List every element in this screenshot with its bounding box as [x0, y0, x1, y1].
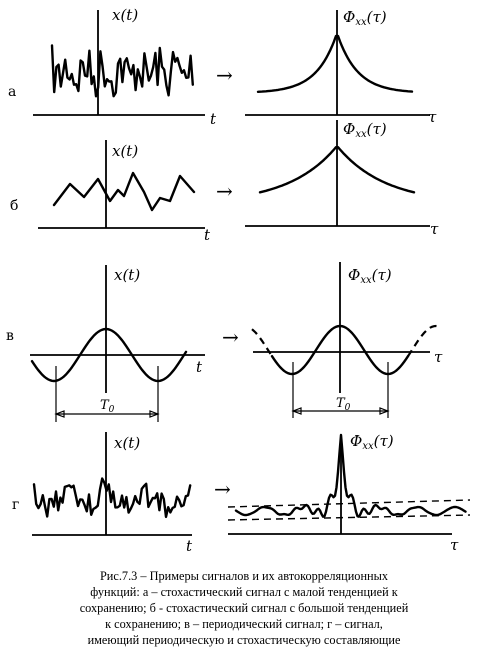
- period-label-signal: T0: [100, 398, 115, 415]
- signal-plot-v: x(t) t T0: [30, 265, 205, 422]
- t-label-b: t: [204, 226, 211, 244]
- acf-period-arrow-right: [379, 407, 390, 415]
- periodic-signal-v: [30, 327, 188, 383]
- x-t-label-a: x(t): [112, 6, 138, 24]
- caption-line: к сохранению; в – периодический сигнал; …: [105, 617, 383, 631]
- stochastic-signal-b: [52, 171, 196, 212]
- t-label-g: t: [186, 537, 193, 555]
- acf-plot-a: Φxx(τ) τ: [245, 8, 437, 126]
- caption-line: имеющий периодическую и стохастическую с…: [87, 633, 401, 647]
- arrow-v: →: [222, 325, 239, 349]
- caption-line: функций: а – стохастический сигнал с мал…: [90, 585, 398, 599]
- acf-plot-g: Φxx(τ) τ: [227, 432, 471, 554]
- upper-dashed-bound: [227, 499, 471, 508]
- period-arrow-right: [149, 410, 160, 418]
- caption-line: сохранению; б - стохастический сигнал с …: [79, 601, 409, 615]
- acf-plot-b: Φxx(τ) τ: [245, 120, 439, 238]
- tau-label-v: τ: [434, 348, 443, 366]
- figure-diagram: а x(t) t → Φxx(τ) τ б x(t) t → Φxx(τ) τ …: [6, 6, 471, 555]
- arrow-b: →: [216, 179, 233, 203]
- mixed-acf-curve-g: [234, 433, 467, 518]
- acf-plot-v: Φxx(τ) τ T0: [251, 262, 443, 418]
- arrow-a: →: [216, 63, 233, 87]
- lower-dashed-bound: [227, 514, 471, 521]
- period-arrow-left: [54, 410, 65, 418]
- acf-curve-b: [258, 146, 416, 194]
- phi-label-v: Φxx(τ): [348, 266, 392, 286]
- tau-label-a: τ: [428, 108, 437, 126]
- periodic-acf-curve-v: [270, 324, 410, 376]
- t-label-v: t: [196, 358, 203, 376]
- row-label-v: в: [6, 328, 14, 344]
- periodic-acf-continuation-right: [407, 324, 441, 357]
- stochastic-signal-a: [50, 44, 194, 98]
- tau-label-b: τ: [430, 220, 439, 238]
- signal-plot-b: x(t) t: [38, 140, 211, 244]
- row-label-b: б: [10, 198, 18, 214]
- signal-plot-g: x(t) t: [32, 432, 193, 555]
- signal-plot-a: x(t) t: [33, 6, 217, 128]
- tau-label-g: τ: [450, 536, 459, 554]
- phi-label-b: Φxx(τ): [343, 120, 387, 140]
- x-t-label-v: x(t): [114, 266, 140, 284]
- row-label-a: а: [8, 84, 16, 100]
- figure-caption: Рис.7.3 – Примеры сигналов и их автокорр…: [20, 568, 468, 648]
- phi-label-a: Φxx(τ): [343, 8, 387, 28]
- t-label-a: t: [210, 110, 217, 128]
- acf-period-arrow-left: [291, 407, 302, 415]
- x-t-label-g: x(t): [114, 434, 140, 452]
- period-label-acf: T0: [336, 396, 351, 413]
- periodic-acf-continuation-left: [251, 328, 273, 357]
- mixed-signal-g: [32, 477, 192, 519]
- phi-label-g: Φxx(τ): [350, 432, 394, 452]
- row-label-g: г: [12, 497, 19, 513]
- acf-curve-a: [256, 34, 414, 93]
- arrow-g: →: [214, 477, 231, 501]
- caption-line: Рис.7.3 – Примеры сигналов и их автокорр…: [99, 569, 389, 583]
- x-t-label-b: x(t): [112, 142, 138, 160]
